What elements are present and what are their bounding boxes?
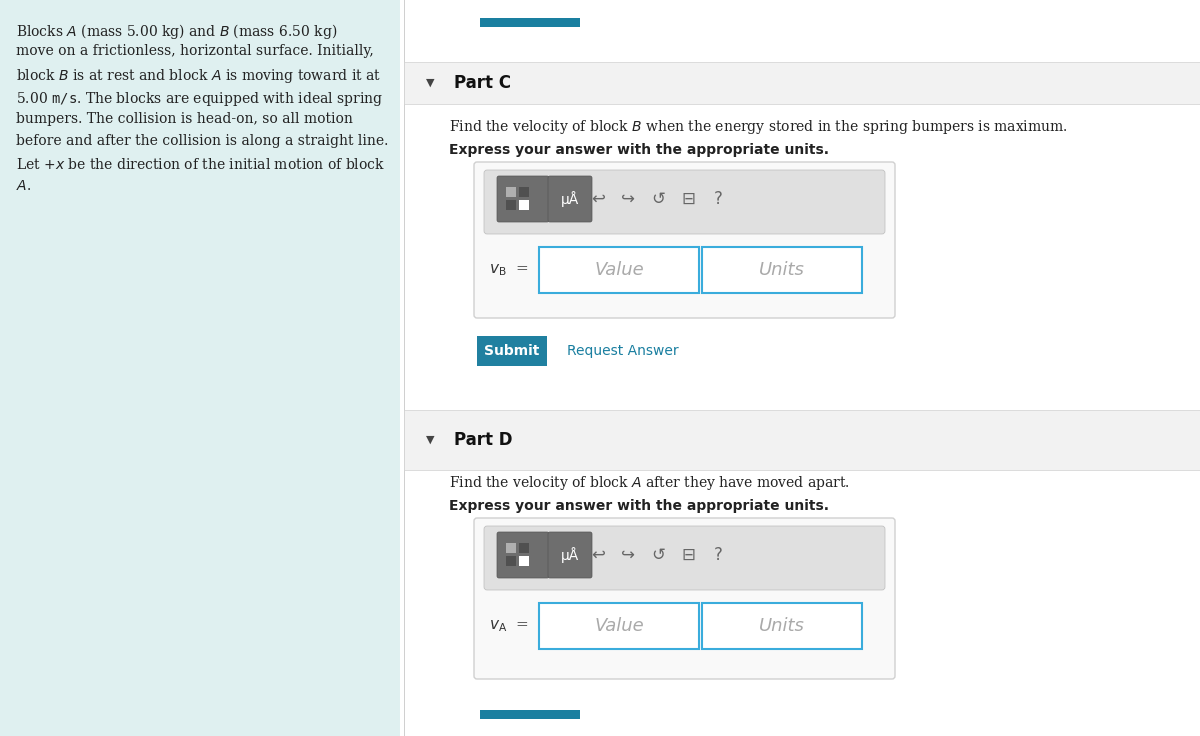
Text: ?: ? bbox=[714, 190, 722, 208]
Bar bbox=[539, 603, 698, 649]
Bar bbox=[520, 187, 529, 197]
Bar bbox=[520, 200, 529, 210]
Text: Let $+x$ be the direction of the initial motion of block: Let $+x$ be the direction of the initial… bbox=[16, 157, 385, 172]
Bar bbox=[506, 187, 516, 197]
Text: μÅ: μÅ bbox=[560, 547, 580, 563]
Bar bbox=[520, 556, 529, 566]
Text: Value: Value bbox=[594, 617, 644, 635]
FancyBboxPatch shape bbox=[484, 170, 886, 234]
Text: Submit: Submit bbox=[485, 344, 540, 358]
Text: ↪: ↪ bbox=[622, 190, 635, 208]
FancyBboxPatch shape bbox=[484, 526, 886, 590]
Text: Units: Units bbox=[760, 617, 805, 635]
Bar bbox=[702, 247, 862, 293]
Text: Find the velocity of block $B$ when the energy stored in the spring bumpers is m: Find the velocity of block $B$ when the … bbox=[449, 118, 1068, 136]
Bar bbox=[506, 556, 516, 566]
FancyBboxPatch shape bbox=[548, 176, 592, 222]
Text: ↺: ↺ bbox=[652, 190, 665, 208]
Text: ↺: ↺ bbox=[652, 546, 665, 564]
Text: ▼: ▼ bbox=[426, 78, 434, 88]
Bar bbox=[506, 543, 516, 553]
Text: $v_{\mathrm{A}}$  =: $v_{\mathrm{A}}$ = bbox=[490, 618, 528, 634]
FancyBboxPatch shape bbox=[497, 532, 550, 578]
Bar bbox=[480, 710, 580, 719]
Text: bumpers. The collision is head-on, so all motion: bumpers. The collision is head-on, so al… bbox=[16, 112, 353, 126]
Bar bbox=[404, 62, 1200, 104]
Bar bbox=[520, 543, 529, 553]
Text: Units: Units bbox=[760, 261, 805, 279]
Bar bbox=[480, 18, 580, 27]
Text: ▼: ▼ bbox=[426, 435, 434, 445]
Text: μÅ: μÅ bbox=[560, 191, 580, 207]
Text: Part D: Part D bbox=[454, 431, 512, 449]
Text: Blocks $\mathit{A}$ (mass 5.00 kg) and $\mathit{B}$ (mass 6.50 kg): Blocks $\mathit{A}$ (mass 5.00 kg) and $… bbox=[16, 22, 337, 41]
FancyBboxPatch shape bbox=[474, 518, 895, 679]
Text: $\mathit{A}$.: $\mathit{A}$. bbox=[16, 180, 31, 194]
Text: move on a frictionless, horizontal surface. Initially,: move on a frictionless, horizontal surfa… bbox=[16, 44, 373, 58]
Bar bbox=[702, 603, 862, 649]
Text: ?: ? bbox=[714, 546, 722, 564]
Bar bbox=[0, 0, 400, 736]
Bar bbox=[539, 247, 698, 293]
Text: ↪: ↪ bbox=[622, 546, 635, 564]
Text: Express your answer with the appropriate units.: Express your answer with the appropriate… bbox=[449, 499, 829, 513]
Text: ↩: ↩ bbox=[592, 190, 605, 208]
Text: Express your answer with the appropriate units.: Express your answer with the appropriate… bbox=[449, 143, 829, 157]
Bar bbox=[506, 200, 516, 210]
FancyBboxPatch shape bbox=[497, 176, 550, 222]
Text: ↩: ↩ bbox=[592, 546, 605, 564]
Bar bbox=[404, 410, 1200, 470]
Text: ⊟: ⊟ bbox=[682, 546, 695, 564]
Text: before and after the collision is along a straight line.: before and after the collision is along … bbox=[16, 135, 389, 149]
Text: $v_{\mathrm{B}}$  =: $v_{\mathrm{B}}$ = bbox=[490, 262, 529, 278]
Text: ⊟: ⊟ bbox=[682, 190, 695, 208]
FancyBboxPatch shape bbox=[478, 336, 547, 366]
Text: Find the velocity of block $A$ after they have moved apart.: Find the velocity of block $A$ after the… bbox=[449, 474, 850, 492]
Text: block $\mathit{B}$ is at rest and block $\mathit{A}$ is moving toward it at: block $\mathit{B}$ is at rest and block … bbox=[16, 67, 382, 85]
Text: Request Answer: Request Answer bbox=[568, 344, 679, 358]
Text: Value: Value bbox=[594, 261, 644, 279]
FancyBboxPatch shape bbox=[548, 532, 592, 578]
FancyBboxPatch shape bbox=[474, 162, 895, 318]
Text: Part C: Part C bbox=[454, 74, 511, 92]
Text: 5.00 $\mathtt{m/s}$. The blocks are equipped with ideal spring: 5.00 $\mathtt{m/s}$. The blocks are equi… bbox=[16, 90, 383, 107]
